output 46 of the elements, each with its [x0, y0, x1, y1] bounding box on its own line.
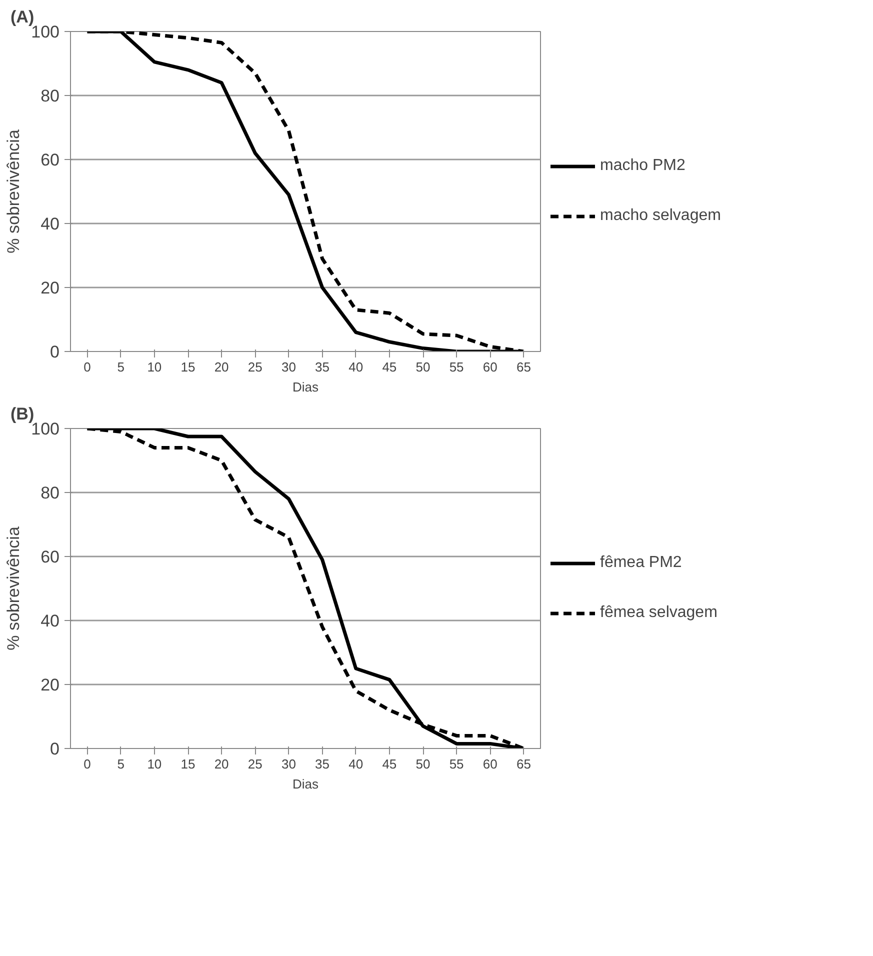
- y-tick-label: 0: [50, 740, 60, 758]
- x-tick-label: 10: [147, 360, 162, 374]
- legend-label: fêmea selvagem: [600, 604, 718, 622]
- x-tick-label: 40: [348, 360, 364, 374]
- x-tick-label: 25: [248, 756, 262, 772]
- y-tick-label: 60: [40, 548, 60, 566]
- y-tick-label: 40: [40, 214, 60, 234]
- x-tick-label: 15: [180, 756, 196, 772]
- x-tick-label: 45: [382, 360, 397, 374]
- y-tick-label: 20: [40, 676, 60, 694]
- y-tick-label: 80: [40, 86, 60, 106]
- x-tick-label: 60: [482, 360, 498, 374]
- x-tick-label: 65: [516, 756, 531, 772]
- y-tick-label: 0: [50, 342, 60, 362]
- y-tick-label: 40: [40, 612, 60, 630]
- x-tick-label: 30: [281, 756, 296, 772]
- x-tick-label: 45: [382, 756, 397, 772]
- y-tick-label: 20: [40, 278, 60, 298]
- x-tick-label: 40: [348, 756, 364, 772]
- x-tick-label: 25: [248, 360, 262, 374]
- x-tick-label: 20: [214, 360, 229, 374]
- x-axis-title: Dias: [292, 776, 320, 792]
- x-tick-label: 30: [281, 360, 296, 374]
- x-tick-label: 20: [214, 756, 229, 772]
- x-tick-label: 5: [117, 756, 124, 772]
- x-tick-label: 15: [180, 360, 196, 374]
- y-axis-title: % sobrevivência: [4, 526, 24, 650]
- x-tick-label: 65: [516, 360, 531, 374]
- x-tick-label: 10: [147, 756, 162, 772]
- x-axis-title: Dias: [292, 380, 320, 394]
- x-tick-label: 35: [315, 360, 330, 374]
- x-tick-label: 50: [416, 756, 430, 772]
- x-tick-label: 0: [84, 756, 91, 772]
- y-tick-label: 60: [40, 150, 60, 170]
- legend-label: macho selvagem: [600, 207, 721, 225]
- legend-label: fêmea PM2: [600, 554, 682, 572]
- x-tick-label: 55: [449, 360, 464, 374]
- legend-label: macho PM2: [600, 157, 686, 175]
- x-tick-label: 55: [449, 756, 464, 772]
- y-axis-title: % sobrevivência: [4, 129, 24, 254]
- y-tick-label: 80: [40, 484, 60, 502]
- x-tick-label: 5: [117, 360, 124, 374]
- x-tick-label: 35: [315, 756, 330, 772]
- x-tick-label: 50: [416, 360, 430, 374]
- x-tick-label: 60: [482, 756, 498, 772]
- x-tick-label: 0: [84, 360, 91, 374]
